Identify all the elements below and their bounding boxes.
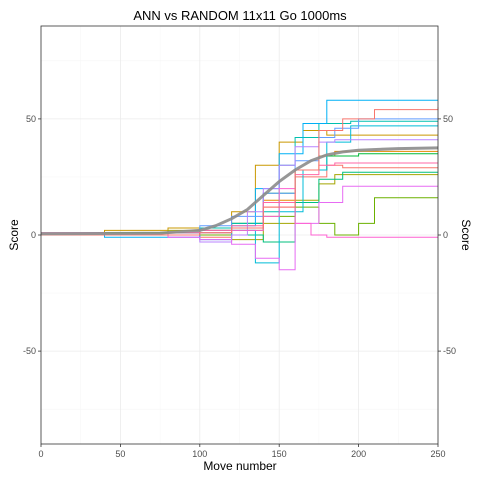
y-tick-label-right: 0 <box>443 230 448 240</box>
x-axis-title: Move number <box>203 459 276 473</box>
axes: 0 50 100 150 200 250 -50 -50 0 0 50 50 <box>23 25 456 459</box>
x-tick-label: 250 <box>430 449 445 459</box>
y-axis-title-right: Score <box>459 219 473 251</box>
series-layer <box>40 99 439 271</box>
trend-line <box>40 146 439 236</box>
y-tick-label-left: -50 <box>23 346 36 356</box>
x-tick-label: 100 <box>192 449 207 459</box>
y-tick-label-right: -50 <box>443 346 456 356</box>
chart-title: ANN vs RANDOM 11x11 Go 1000ms <box>133 8 347 23</box>
y-tick-label-left: 0 <box>31 230 36 240</box>
x-tick-label: 50 <box>115 449 125 459</box>
y-tick-label-left: 50 <box>26 114 36 124</box>
x-tick-label: 0 <box>38 449 43 459</box>
x-tick-label: 150 <box>272 449 287 459</box>
y-axis-title-left: Score <box>7 219 21 251</box>
x-tick-label: 200 <box>351 449 366 459</box>
series-line-10 <box>41 99 438 238</box>
y-tick-label-right: 50 <box>443 114 453 124</box>
series-line-16 <box>41 107 439 236</box>
